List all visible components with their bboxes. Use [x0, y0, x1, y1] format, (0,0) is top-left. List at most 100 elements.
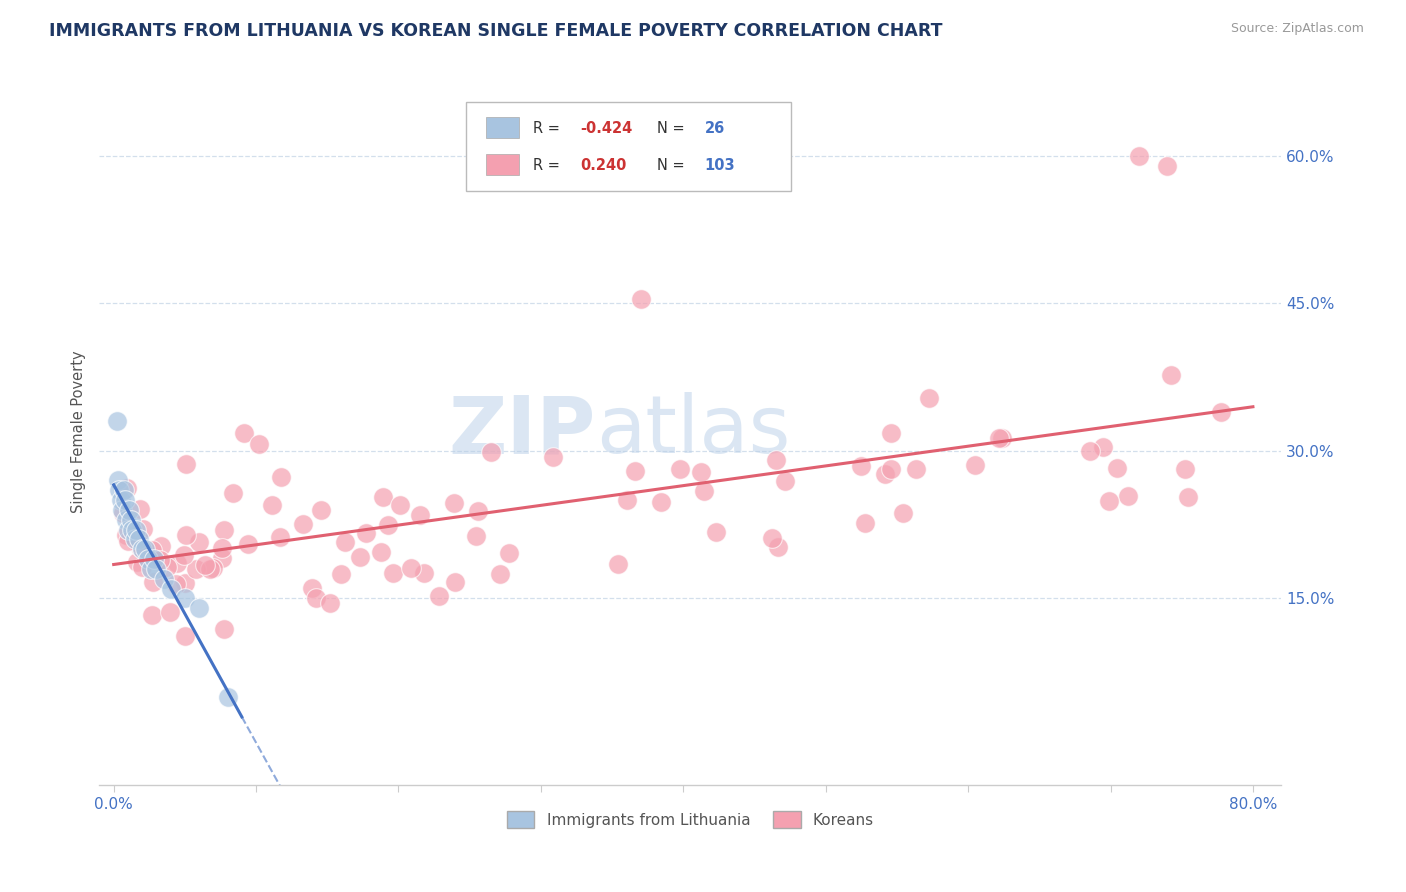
Point	[918, 392, 941, 406]
Point	[125, 523, 148, 537]
Point	[489, 566, 512, 581]
Point	[194, 558, 217, 572]
Point	[128, 533, 150, 547]
Point	[141, 608, 163, 623]
Text: R =: R =	[533, 121, 565, 136]
Point	[389, 499, 412, 513]
Point	[401, 561, 423, 575]
Point	[766, 541, 789, 555]
Point	[377, 518, 399, 533]
Point	[1177, 490, 1199, 504]
Point	[110, 493, 132, 508]
Point	[131, 542, 153, 557]
Point	[260, 498, 283, 512]
Point	[217, 690, 239, 704]
Point	[270, 470, 292, 484]
Point	[173, 629, 195, 643]
Point	[704, 524, 727, 539]
Point	[1105, 460, 1128, 475]
Text: atlas: atlas	[596, 392, 790, 470]
Y-axis label: Single Female Poverty: Single Female Poverty	[72, 350, 86, 513]
Point	[761, 531, 783, 545]
Point	[371, 490, 394, 504]
Bar	[486, 153, 519, 175]
Point	[873, 467, 896, 481]
Legend: Immigrants from Lithuania, Koreans: Immigrants from Lithuania, Koreans	[501, 805, 880, 834]
Point	[690, 466, 713, 480]
Point	[849, 459, 872, 474]
Point	[370, 545, 392, 559]
Point	[991, 431, 1014, 445]
Point	[139, 562, 162, 576]
Point	[880, 426, 903, 441]
Point	[149, 539, 172, 553]
Point	[238, 536, 260, 550]
Point	[159, 582, 181, 596]
Point	[1078, 444, 1101, 458]
Point	[305, 591, 328, 605]
Point	[111, 503, 134, 517]
Point	[319, 596, 342, 610]
Point	[354, 525, 377, 540]
Point	[291, 516, 314, 531]
Point	[668, 462, 690, 476]
Point	[117, 534, 139, 549]
Point	[247, 437, 270, 451]
Point	[222, 485, 245, 500]
Point	[159, 605, 181, 619]
Point	[127, 555, 149, 569]
Point	[121, 523, 143, 537]
Point	[333, 535, 356, 549]
Point	[173, 591, 195, 606]
Point	[214, 523, 236, 537]
Point	[412, 566, 434, 581]
Point	[120, 513, 142, 527]
Point	[269, 530, 291, 544]
Point	[329, 566, 352, 581]
Point	[1160, 368, 1182, 383]
Text: ZIP: ZIP	[449, 392, 596, 470]
Point	[427, 589, 450, 603]
Point	[115, 513, 138, 527]
Point	[152, 572, 174, 586]
Point	[129, 501, 152, 516]
Point	[309, 502, 332, 516]
Point	[301, 581, 323, 595]
Point	[765, 453, 787, 467]
Text: N =: N =	[658, 121, 689, 136]
Point	[623, 464, 645, 478]
Point	[132, 522, 155, 536]
Text: 103: 103	[704, 158, 735, 173]
Point	[136, 552, 159, 566]
Point	[853, 516, 876, 530]
Point	[1091, 440, 1114, 454]
Point	[105, 414, 128, 428]
Bar	[486, 117, 519, 138]
Point	[211, 541, 233, 555]
Point	[134, 542, 156, 557]
Point	[630, 292, 652, 306]
Point	[118, 503, 141, 517]
Point	[650, 495, 672, 509]
Point	[607, 557, 630, 571]
Point	[202, 561, 225, 575]
Point	[188, 601, 211, 615]
Point	[166, 556, 188, 570]
Point	[1128, 149, 1150, 163]
Point	[108, 483, 131, 498]
Text: 0.240: 0.240	[581, 158, 627, 173]
Point	[409, 508, 432, 523]
Point	[891, 507, 914, 521]
Point	[128, 537, 150, 551]
Point	[498, 546, 520, 560]
Point	[165, 577, 187, 591]
Point	[211, 550, 233, 565]
Point	[115, 481, 138, 495]
Point	[1209, 405, 1232, 419]
Point	[1098, 494, 1121, 508]
Point	[107, 474, 129, 488]
FancyBboxPatch shape	[465, 103, 792, 191]
Point	[114, 528, 136, 542]
Point	[349, 550, 371, 565]
Point	[127, 529, 149, 543]
